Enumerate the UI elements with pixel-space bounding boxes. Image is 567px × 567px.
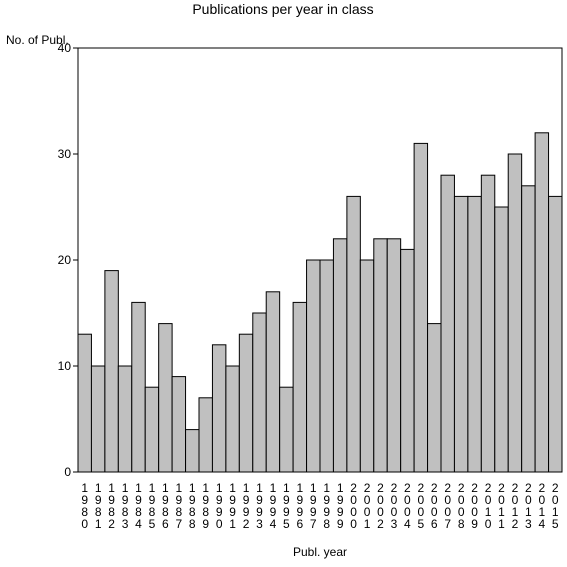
bar-1995 <box>279 386 294 473</box>
bar-1994 <box>265 291 281 473</box>
bar-1993 <box>252 312 267 473</box>
bar-2015 <box>548 195 563 473</box>
bar-1982 <box>104 270 119 473</box>
bar-1991 <box>225 365 240 473</box>
bar-1999 <box>332 238 348 473</box>
bar-2002 <box>373 238 388 473</box>
bar-1990 <box>211 344 227 473</box>
bar-1984 <box>131 301 146 473</box>
bar-2008 <box>453 195 469 473</box>
bar-2005 <box>413 142 429 473</box>
bar-2014 <box>534 132 550 473</box>
y-tick-label: 40 <box>58 41 72 55</box>
bar-1987 <box>171 376 187 473</box>
y-axis-label: No. of Publ. <box>6 33 69 47</box>
chart-title: Publications per year in class <box>192 1 373 17</box>
bar-2003 <box>386 238 402 473</box>
bar-2006 <box>427 323 442 473</box>
bar-1980 <box>77 333 92 473</box>
plot-frame <box>77 47 563 473</box>
bar-2004 <box>400 248 415 473</box>
bar-1998 <box>319 259 334 473</box>
bar-1985 <box>144 386 160 473</box>
bar-1989 <box>198 397 213 473</box>
bar-2001 <box>359 259 375 473</box>
bars-group <box>77 132 563 473</box>
bar-1997 <box>306 259 321 473</box>
bar-2011 <box>494 206 509 473</box>
bar-1986 <box>158 323 173 473</box>
y-axis-ticks: 0 10 20 30 40 <box>58 41 78 479</box>
x-axis-ticks: 1 9 8 0 1 9 8 1 1 9 8 2 1 9 8 3 1 9 8 4 1 9 8 5 1 9 8 6 1 9 8 7 1 9 8 8 1 9 8 9… <box>81 481 559 531</box>
bar-2010 <box>480 174 496 473</box>
bar-2013 <box>521 185 536 473</box>
bar-2000 <box>346 195 361 473</box>
x-axis-label: Publ. year <box>293 545 347 559</box>
y-tick-label: 0 <box>64 465 71 479</box>
bar-2007 <box>440 174 455 473</box>
y-tick-label: 10 <box>58 359 72 373</box>
bar-1981 <box>90 365 106 473</box>
bar-1992 <box>238 333 254 473</box>
y-tick-label: 20 <box>58 253 72 267</box>
bar-1988 <box>185 429 200 473</box>
bar-2012 <box>507 153 523 473</box>
bar-1996 <box>292 301 308 473</box>
y-tick-label: 30 <box>58 147 72 161</box>
bar-2009 <box>467 195 482 473</box>
bar-1983 <box>117 365 133 473</box>
